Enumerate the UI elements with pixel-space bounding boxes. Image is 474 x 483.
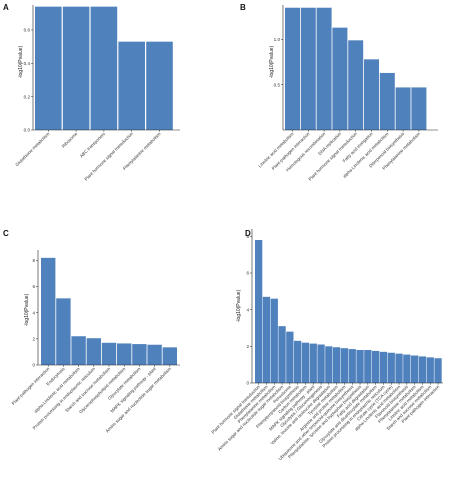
panel-c-y-tick-label: 2 — [32, 336, 35, 341]
panel-c-y-axis-title: -log10(Pvalue) — [24, 293, 30, 326]
panel-d-y-tick-label: 4 — [246, 307, 249, 312]
panel-a-letter: A — [3, 3, 9, 12]
panel-b-letter: B — [240, 3, 246, 12]
panel-c-bar — [101, 342, 117, 365]
panel-b-bar — [379, 72, 395, 130]
panel-d-y-axis-title: -log10(Pvalue) — [236, 289, 242, 322]
panel-c-y-tick-label: 6 — [32, 284, 35, 289]
panel-b-bar — [332, 27, 348, 130]
panel-b-bar — [364, 59, 379, 130]
panel-d-bar — [411, 355, 419, 383]
panel-c-bar — [162, 347, 177, 365]
panel-d-letter: D — [245, 229, 251, 238]
panel-d-bar — [387, 352, 395, 383]
panel-d-bar — [395, 353, 403, 383]
panel-d-bar — [403, 354, 411, 383]
panel-d-bar — [255, 240, 263, 383]
panel-d-bar — [418, 356, 427, 383]
panel-d-y-tick-label: 0 — [246, 381, 249, 386]
panel-b-bar — [411, 87, 427, 130]
panel-d-bar — [317, 344, 325, 383]
panel-a-category-label: ABC transporters — [79, 131, 107, 159]
panel-b-y-tick-label: 0.5 — [274, 82, 281, 87]
panel-d-bar — [356, 350, 364, 383]
panel-a-category-label: Ribosome — [61, 131, 79, 149]
panel-b-bar — [316, 7, 332, 130]
panel-d-y-tick-label: 8 — [246, 234, 249, 239]
panel-c-y-tick-label: 8 — [32, 258, 35, 263]
panel-d-bar — [286, 331, 294, 383]
panel-d-bar — [364, 350, 372, 383]
panel-a-bar — [90, 6, 118, 131]
panel-c-bar — [41, 257, 56, 365]
panel-b-bar — [348, 40, 364, 130]
panel-a-bar — [146, 41, 173, 130]
panel-a-y-tick-label: 0.4 — [24, 61, 31, 66]
panel-d-bar — [278, 326, 286, 383]
panel-d-bar — [379, 351, 388, 383]
panel-b-bar — [395, 87, 411, 130]
panel-c-letter: C — [3, 229, 9, 238]
panel-d-bar — [372, 350, 380, 383]
panel-c-bar — [71, 336, 86, 365]
panel-d-bar — [301, 342, 310, 383]
panel-c-bar — [147, 344, 162, 365]
panel-c-bar — [117, 343, 132, 365]
panel-b-bar — [300, 7, 316, 130]
panel-d-y-tick-label: 2 — [246, 344, 249, 349]
panel-a-y-tick-label: 0.6 — [24, 28, 31, 33]
panel-a-category-label: Plant hormone signal transduction — [83, 131, 134, 182]
panel-c-y-tick-label: 0 — [32, 363, 35, 368]
panel-d-y-tick-label: 6 — [246, 271, 249, 276]
panel-c-bar — [86, 338, 101, 365]
panel-b-y-tick-label: 1.0 — [274, 37, 281, 42]
panel-d-bar — [325, 346, 333, 383]
panel-d-bar — [294, 340, 302, 383]
panel-d-bar — [309, 343, 317, 383]
panel-a-y-axis-title: -log10(Pvalue) — [18, 45, 24, 78]
panel-d-bar — [348, 349, 356, 383]
panel-a-bar — [35, 6, 62, 131]
panel-b-bar — [285, 7, 300, 130]
panel-c-bar — [132, 344, 147, 365]
panel-d-bar — [340, 348, 349, 383]
panel-a-category-label: Glutathione metabolism — [14, 131, 50, 167]
panel-a-y-tick-label: 0.2 — [24, 94, 31, 99]
panel-a-bar — [62, 6, 90, 131]
panel-d-bar — [426, 357, 434, 383]
panel-d-bar — [434, 358, 442, 383]
panel-c-y-tick-label: 4 — [32, 310, 35, 315]
panel-b-y-axis-title: -log10(Pvalue) — [269, 45, 275, 78]
panel-a-y-tick-label: 0.0 — [24, 128, 31, 133]
panel-d-bar — [262, 296, 271, 383]
panel-c-bar — [56, 298, 71, 365]
panel-d-bar — [270, 298, 278, 383]
panel-a-bar — [118, 41, 145, 130]
panel-d-bar — [333, 347, 341, 383]
